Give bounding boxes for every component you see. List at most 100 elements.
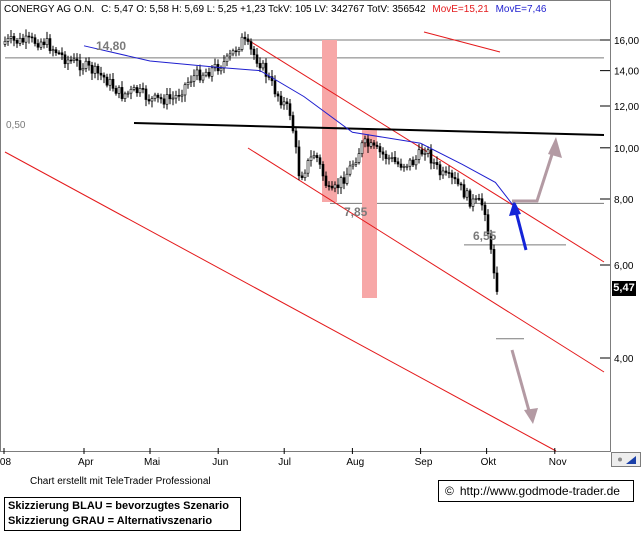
price-candle-body	[36, 43, 40, 48]
price-candle-body	[24, 35, 28, 43]
price-candle-body	[351, 163, 355, 167]
price-candle-body	[309, 156, 313, 161]
price-candle-body	[393, 157, 397, 163]
price-candle-body	[198, 69, 202, 81]
trend-channel-line	[247, 39, 605, 263]
header-quote: CONERGY AG O.N. C: 5,47 O: 5,58 H: 5,69 …	[4, 4, 547, 15]
price-candle-body	[90, 64, 94, 74]
price-candle-body	[9, 36, 13, 39]
price-candle-body	[237, 49, 241, 52]
price-candle-body	[366, 138, 370, 147]
gray-lower-arrow-head	[524, 408, 538, 424]
price-candle-body	[45, 38, 49, 46]
price-candle-body	[12, 36, 16, 41]
trend-channel-line	[423, 31, 501, 53]
price-candle-body	[327, 185, 331, 187]
trend-channel-line	[4, 151, 557, 452]
price-candle-body	[111, 79, 115, 89]
price-candle-body	[273, 80, 277, 95]
price-candle-body	[480, 198, 484, 206]
x-tick-label: '08	[0, 457, 11, 468]
price-candle-body	[177, 94, 181, 97]
price-candle-body	[204, 71, 208, 76]
price-candle-body	[423, 153, 427, 155]
price-candle-body	[390, 157, 394, 159]
price-candle-body	[336, 184, 340, 189]
price-candle-body	[495, 272, 499, 292]
price-candle-body	[162, 98, 166, 105]
price-candle-body	[330, 185, 334, 189]
price-candle-body	[249, 41, 253, 50]
price-candle-body	[147, 99, 151, 102]
price-candle-body	[489, 233, 493, 250]
price-candle-body	[222, 61, 226, 69]
y-tick-label: 16,00	[614, 36, 639, 47]
price-candle-body	[213, 64, 217, 69]
left-scale-label: 0,50	[6, 120, 26, 131]
price-candle-body	[180, 94, 184, 97]
price-candle-body	[69, 59, 73, 62]
price-candle-body	[15, 40, 19, 44]
price-candle-body	[381, 151, 385, 155]
price-candle-body	[345, 173, 349, 184]
y-tick-label: 10,00	[614, 144, 639, 155]
chart-credit: Chart erstellt mit TeleTrader Profession…	[30, 476, 211, 487]
price-candle-body	[450, 172, 454, 178]
price-candle-body	[183, 84, 187, 96]
price-candle-body	[483, 204, 487, 215]
price-candle-body	[195, 69, 199, 77]
price-candle-body	[453, 177, 457, 180]
support-trendline	[133, 122, 605, 136]
price-candle-body	[420, 149, 424, 155]
price-candle-body	[96, 65, 100, 74]
price-candle-body	[30, 36, 34, 39]
price-candle-body	[63, 54, 67, 65]
y-tick-label: 14,00	[614, 67, 639, 78]
zoom-icon	[618, 456, 636, 464]
level-value-label: 6,55	[473, 229, 497, 243]
y-tick-label: 4,00	[614, 354, 634, 365]
x-tick-label: Okt	[481, 457, 497, 468]
price-candle-body	[60, 52, 64, 56]
y-tick-label: 12,00	[614, 102, 639, 113]
url-text[interactable]: http://www.godmode-trader.de	[459, 484, 620, 498]
moving-average-short	[83, 45, 518, 212]
price-candle-body	[360, 142, 364, 154]
level-value-label: 7,85	[344, 205, 368, 219]
source-url[interactable]: © http://www.godmode-trader.de	[438, 480, 634, 502]
price-candle-body	[435, 162, 439, 165]
price-candle-body	[135, 87, 139, 94]
price-candle-body	[378, 146, 382, 153]
header-symbol: CONERGY AG O.N.	[4, 4, 94, 15]
price-candle-body	[300, 175, 304, 178]
gray-lower-scenario-line	[510, 349, 533, 419]
highlight-bar	[322, 40, 337, 202]
price-candle-body	[246, 38, 250, 42]
price-candle-body	[318, 157, 322, 165]
price-candle-body	[240, 36, 244, 50]
price-candle-body	[276, 93, 280, 97]
price-candle-body	[228, 53, 232, 57]
price-candle-body	[354, 162, 358, 165]
price-candle-body	[72, 58, 76, 61]
price-candle-body	[225, 55, 229, 62]
price-candle-body	[384, 153, 388, 159]
price-candle-body	[132, 87, 136, 90]
price-candle-body	[447, 172, 451, 174]
price-candle-body	[324, 175, 328, 186]
gray-upper-scenario-line	[512, 141, 558, 203]
price-candle-body	[462, 184, 466, 198]
price-candle-body	[57, 52, 61, 55]
price-candle-body	[201, 74, 205, 81]
header-move-e-short: MovE=7,46	[496, 4, 547, 15]
price-candle-body	[153, 94, 157, 99]
price-candle-body	[126, 92, 130, 95]
zoom-control[interactable]	[611, 452, 641, 467]
price-candle-body	[159, 97, 163, 100]
price-candle-body	[210, 67, 214, 77]
price-candle-body	[141, 88, 145, 90]
price-candle-body	[207, 71, 211, 77]
x-tick-label: Nov	[549, 457, 567, 468]
price-candle-body	[369, 142, 373, 147]
price-candle-body	[255, 54, 259, 64]
